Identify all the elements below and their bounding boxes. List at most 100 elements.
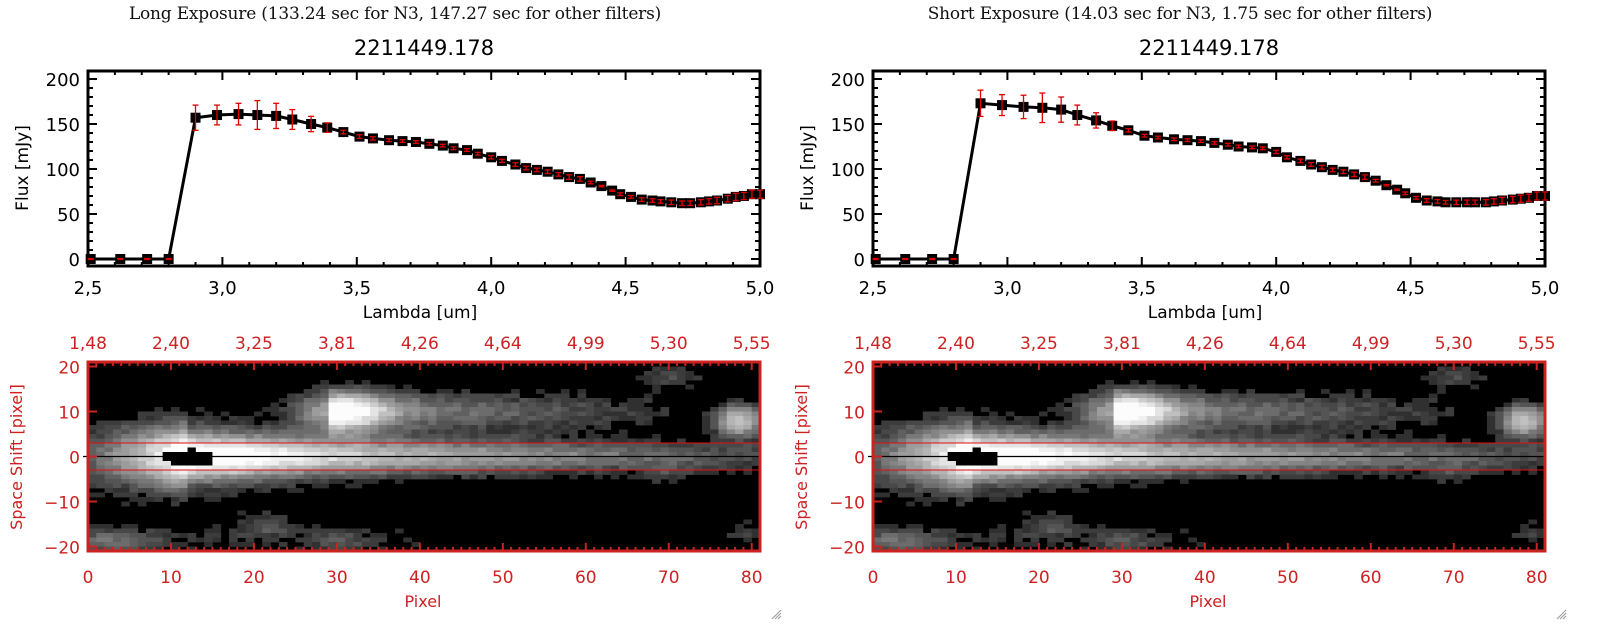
image-pixel: [1337, 465, 1347, 471]
image-pixel: [1179, 425, 1189, 430]
image-pixel: [1047, 470, 1056, 475]
image-pixel: [146, 452, 155, 457]
image-pixel: [486, 452, 495, 457]
image-pixel: [229, 537, 238, 543]
image-pixel: [906, 474, 915, 480]
image-pixel: [560, 402, 570, 408]
image-pixel: [411, 434, 421, 439]
image-pixel: [1428, 398, 1438, 403]
image-pixel: [718, 443, 728, 448]
image-pixel: [1196, 542, 1206, 547]
image-pixel: [873, 425, 882, 430]
image-pixel: [1238, 434, 1247, 439]
image-pixel: [931, 492, 940, 498]
image-pixel: [1097, 402, 1106, 408]
image-pixel: [195, 537, 205, 543]
image-pixel: [955, 542, 965, 547]
image-pixel: [1221, 398, 1231, 403]
image-pixel: [889, 461, 899, 466]
image-pixel: [1345, 438, 1355, 444]
image-pixel: [170, 492, 180, 498]
image-pixel: [1188, 384, 1197, 390]
resize-grip-icon[interactable]: [1555, 608, 1567, 620]
image-pixel: [1520, 447, 1529, 453]
image-pixel: [1362, 447, 1372, 453]
image-pixel: [394, 479, 404, 484]
image-pixel: [386, 434, 396, 439]
image-pixel: [204, 425, 213, 430]
image-pixel: [1262, 438, 1272, 444]
image-pixel: [104, 438, 114, 444]
image-pixel: [1105, 407, 1114, 412]
image-pixel: [378, 470, 388, 475]
image-pixel: [618, 456, 628, 462]
image-pixel: [336, 420, 346, 426]
image-pixel: [278, 411, 288, 417]
image-pixel: [253, 524, 263, 529]
image-pixel: [552, 447, 562, 453]
image-pixel: [1088, 411, 1098, 417]
image-pixel: [873, 461, 882, 466]
image-pixel: [96, 425, 105, 430]
image-pixel: [187, 447, 197, 453]
image-pixel: [544, 465, 553, 471]
image-pixel: [1030, 461, 1040, 466]
image-pixel: [1105, 465, 1114, 471]
image-pixel: [1080, 447, 1090, 453]
image-pixel: [386, 465, 396, 471]
image-pixel: [1296, 420, 1305, 426]
image-pixel: [137, 456, 147, 462]
image-pixel: [170, 456, 180, 462]
x-tick-label: 80: [1526, 568, 1548, 588]
image-pixel: [1038, 411, 1048, 417]
image-pixel: [1271, 420, 1280, 426]
image-pixel: [955, 492, 965, 498]
image-pixel: [104, 470, 114, 475]
image-pixel: [237, 483, 247, 489]
image-pixel: [403, 456, 412, 462]
image-pixel: [461, 434, 471, 439]
image-pixel: [320, 452, 329, 457]
image-pixel: [1254, 402, 1264, 408]
image-pixel: [914, 492, 924, 498]
image-pixel: [1453, 470, 1463, 475]
image-pixel: [104, 452, 114, 457]
image-pixel: [1196, 420, 1206, 426]
resize-grip-icon[interactable]: [770, 608, 782, 620]
image-pixel: [204, 420, 213, 426]
image-pixel: [1337, 411, 1347, 417]
image-pixel: [980, 474, 990, 480]
image-pixel: [353, 407, 363, 412]
image-pixel: [336, 438, 346, 444]
image-pixel: [88, 537, 97, 543]
image-pixel: [602, 425, 612, 430]
image-pixel: [618, 447, 628, 453]
image-pixel: [419, 434, 429, 439]
image-pixel: [1370, 443, 1380, 448]
image-pixel: [1113, 447, 1123, 453]
image-pixel: [693, 443, 703, 448]
image-pixel: [237, 510, 247, 516]
image-pixel: [1370, 465, 1380, 471]
image-pixel: [353, 398, 363, 403]
image-pixel: [1511, 533, 1521, 538]
image-pixel: [1188, 461, 1197, 466]
image-pixel: [262, 447, 271, 453]
image-pixel: [1370, 407, 1380, 412]
image-pixel: [353, 443, 363, 448]
image-pixel: [1080, 528, 1090, 534]
image-pixel: [1495, 465, 1504, 471]
image-pixel: [1146, 429, 1156, 435]
error-bar: [192, 104, 199, 131]
x-axis-label: Lambda [um]: [363, 303, 477, 323]
x-tick-label: 5,0: [746, 278, 775, 299]
image-pixel: [1130, 402, 1139, 408]
error-bar: [1109, 120, 1116, 132]
image-pixel: [469, 456, 479, 462]
image-pixel: [403, 452, 412, 457]
image-pixel: [1262, 461, 1272, 466]
image-pixel: [569, 434, 578, 439]
image-pixel: [1113, 429, 1123, 435]
image-pixel: [1486, 411, 1496, 417]
image-pixel: [955, 533, 965, 538]
